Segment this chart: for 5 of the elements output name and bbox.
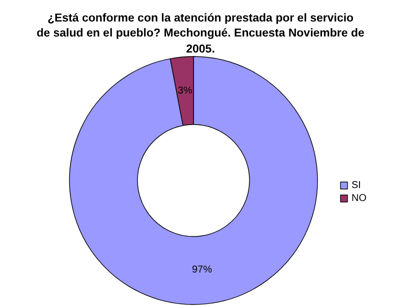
legend-label: NO bbox=[352, 193, 367, 204]
data-label: 3% bbox=[178, 85, 192, 96]
data-label: 97% bbox=[192, 264, 212, 276]
legend-label: SI bbox=[352, 180, 361, 191]
chart-title: ¿Está conforme con la atención prestada por el servicio de salud en el pueblo? Mechongué. Encuesta Noviembre de 2005. bbox=[36, 12, 364, 56]
